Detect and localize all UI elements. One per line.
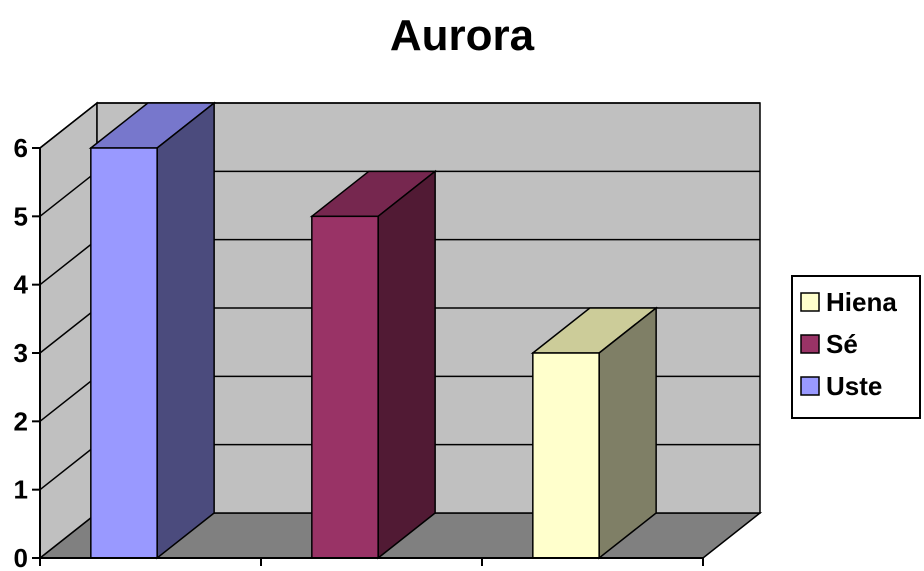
- bar-side: [156, 101, 215, 560]
- legend-swatch: [800, 292, 820, 312]
- legend-swatch: [800, 334, 820, 354]
- bar: [530, 306, 659, 560]
- bar-front: [311, 215, 379, 559]
- bar-front: [90, 147, 158, 559]
- y-tick-label: 5: [14, 201, 28, 231]
- gridline: [39, 102, 760, 149]
- y-tick-label: 3: [14, 338, 28, 368]
- legend-label: Uste: [826, 371, 882, 401]
- legend-label: Sé: [826, 329, 858, 359]
- legend-label: Hiena: [826, 287, 897, 317]
- bar: [88, 101, 217, 560]
- legend-swatch: [800, 376, 820, 396]
- bar-side: [598, 306, 657, 560]
- y-tick-label: 2: [14, 406, 28, 436]
- y-tick-label: 6: [14, 133, 28, 163]
- y-tick-label: 4: [14, 270, 29, 300]
- chart-title: Aurora: [390, 11, 535, 60]
- bar-front: [532, 352, 600, 559]
- y-tick-label: 0: [14, 543, 28, 571]
- y-tick-label: 1: [14, 475, 28, 505]
- bar-side: [377, 169, 436, 560]
- bar: [309, 169, 438, 560]
